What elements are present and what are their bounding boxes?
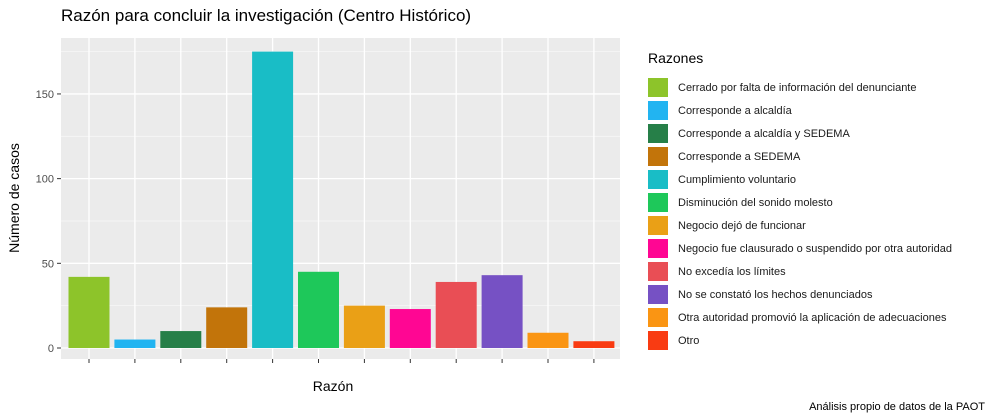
legend-swatch xyxy=(648,308,668,327)
legend-swatch xyxy=(648,331,668,350)
y-tick-label: 150 xyxy=(36,89,54,101)
bar xyxy=(206,307,248,348)
bar xyxy=(114,339,156,348)
bar xyxy=(298,271,339,348)
legend-items: Cerrado por falta de información del den… xyxy=(648,76,952,352)
bar xyxy=(389,309,431,348)
legend-item: Corresponde a alcaldía xyxy=(648,99,952,122)
y-tick-label: 0 xyxy=(48,343,54,355)
legend-item: Corresponde a alcaldía y SEDEMA xyxy=(648,122,952,145)
legend-item: Cumplimiento voluntario xyxy=(648,168,952,191)
legend-item: Disminución del sonido molesto xyxy=(648,191,952,214)
bar xyxy=(343,305,385,348)
legend-swatch xyxy=(648,262,668,281)
y-axis-label: Número de casos xyxy=(6,143,22,253)
legend-label: No excedía los límites xyxy=(678,265,786,278)
bars xyxy=(68,51,615,348)
legend-label: No se constató los hechos denunciados xyxy=(678,288,873,301)
y-tick-label: 100 xyxy=(36,174,54,186)
y-tick-label: 50 xyxy=(42,258,54,270)
legend-item: No excedía los límites xyxy=(648,260,952,283)
legend-label: Disminución del sonido molesto xyxy=(678,196,833,209)
legend-swatch xyxy=(648,285,668,304)
legend-item: Corresponde a SEDEMA xyxy=(648,145,952,168)
legend-label: Corresponde a alcaldía y SEDEMA xyxy=(678,127,850,140)
legend-swatch xyxy=(648,101,668,120)
legend-swatch xyxy=(648,216,668,235)
bar xyxy=(252,51,294,348)
legend-swatch xyxy=(648,78,668,97)
legend-label: Corresponde a SEDEMA xyxy=(678,150,801,163)
legend-item: Negocio fue clausurado o suspendido por … xyxy=(648,237,952,260)
legend-item: Otra autoridad promovió la aplicación de… xyxy=(648,306,952,329)
legend-label: Cumplimiento voluntario xyxy=(678,173,796,186)
legend-title: Razones xyxy=(648,50,704,66)
legend-item: Otro xyxy=(648,329,952,352)
bar xyxy=(573,341,615,348)
legend-label: Negocio fue clausurado o suspendido por … xyxy=(678,242,952,255)
legend-swatch xyxy=(648,193,668,212)
x-axis-label: Razón xyxy=(313,378,353,394)
legend: Razones Cerrado por falta de información… xyxy=(648,50,952,352)
legend-item: Cerrado por falta de información del den… xyxy=(648,76,952,99)
caption: Análisis propio de datos de la PAOT xyxy=(809,401,985,413)
legend-swatch xyxy=(648,170,668,189)
legend-label: Otro xyxy=(678,334,700,347)
bar xyxy=(527,332,569,348)
bar xyxy=(481,275,523,348)
bar xyxy=(435,281,477,348)
legend-swatch xyxy=(648,239,668,258)
legend-label: Corresponde a alcaldía xyxy=(678,104,792,117)
legend-swatch xyxy=(648,147,668,166)
legend-label: Negocio dejó de funcionar xyxy=(678,219,806,232)
plot-panel xyxy=(61,38,620,359)
legend-swatch xyxy=(648,124,668,143)
chart-title: Razón para concluir la investigación (Ce… xyxy=(61,6,471,25)
bar xyxy=(160,331,202,348)
legend-label: Cerrado por falta de información del den… xyxy=(678,81,917,94)
legend-item: No se constató los hechos denunciados xyxy=(648,283,952,306)
legend-label: Otra autoridad promovió la aplicación de… xyxy=(678,311,947,324)
bar xyxy=(68,276,110,348)
legend-item: Negocio dejó de funcionar xyxy=(648,214,952,237)
axes: 0 50 100 150 xyxy=(36,89,595,363)
